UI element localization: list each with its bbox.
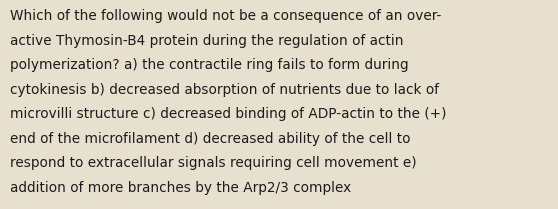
Text: cytokinesis b) decreased absorption of nutrients due to lack of: cytokinesis b) decreased absorption of n… <box>10 83 439 97</box>
Text: respond to extracellular signals requiring cell movement e): respond to extracellular signals requiri… <box>10 156 417 170</box>
Text: end of the microfilament d) decreased ability of the cell to: end of the microfilament d) decreased ab… <box>10 132 411 146</box>
Text: polymerization? a) the contractile ring fails to form during: polymerization? a) the contractile ring … <box>10 58 408 72</box>
Text: microvilli structure c) decreased binding of ADP-actin to the (+): microvilli structure c) decreased bindin… <box>10 107 446 121</box>
Text: Which of the following would not be a consequence of an over-: Which of the following would not be a co… <box>10 9 441 23</box>
Text: addition of more branches by the Arp2/3 complex: addition of more branches by the Arp2/3 … <box>10 181 352 195</box>
Text: active Thymosin-B4 protein during the regulation of actin: active Thymosin-B4 protein during the re… <box>10 34 403 48</box>
